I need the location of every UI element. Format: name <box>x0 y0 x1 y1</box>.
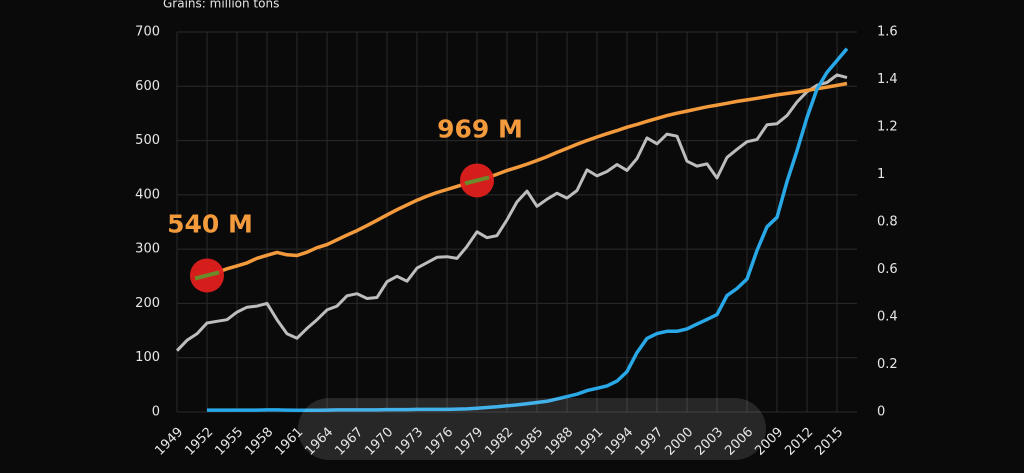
y-tick-label: 200 <box>135 296 160 311</box>
y-tick-label: 0 <box>152 405 160 420</box>
y2-tick-label: 0.6 <box>877 262 898 277</box>
annotations: 540 M 969 M <box>167 114 523 293</box>
y-tick-label: 100 <box>135 350 160 365</box>
y-tick-label: 400 <box>135 187 160 202</box>
annotation-label: 540 M <box>167 209 253 238</box>
chart-title: Grains: million tons <box>163 0 279 11</box>
video-controls-overlay <box>298 398 766 460</box>
series-line <box>175 73 848 352</box>
y2-tick-label: 0.8 <box>877 215 898 230</box>
y2-tick-label: 1 <box>877 167 885 182</box>
x-tick-label: 2015 <box>812 425 846 459</box>
y2-tick-label: 1.6 <box>877 25 898 40</box>
annotation-stroke <box>194 270 220 281</box>
x-tick-label: 2012 <box>782 425 816 459</box>
lines <box>175 47 849 413</box>
x-tick-label: 1958 <box>242 425 276 459</box>
y2-tick-label: 0.2 <box>877 357 898 372</box>
y2-tick-label: 0.4 <box>877 310 898 325</box>
annotation-stroke <box>464 175 490 186</box>
x-tick-label: 1952 <box>182 425 216 459</box>
series-line <box>206 81 848 278</box>
annotation-label: 969 M <box>437 114 523 143</box>
y-tick-label: 500 <box>135 133 160 148</box>
axis-labels: 0 100 200 300 400 500 600 700 0 0.2 0.4 0.6 0.8 1 1.2 1… <box>135 25 898 459</box>
y-tick-label: 700 <box>135 25 160 40</box>
y-tick-label: 600 <box>135 79 160 94</box>
y2-tick-label: 1.2 <box>877 120 898 135</box>
y2-tick-label: 0 <box>877 405 885 420</box>
y-tick-label: 300 <box>135 242 160 257</box>
series-line <box>207 47 849 413</box>
x-tick-label: 1949 <box>152 425 186 459</box>
y2-tick-label: 1.4 <box>877 72 898 87</box>
x-tick-label: 1955 <box>212 425 246 459</box>
grid <box>176 31 857 413</box>
